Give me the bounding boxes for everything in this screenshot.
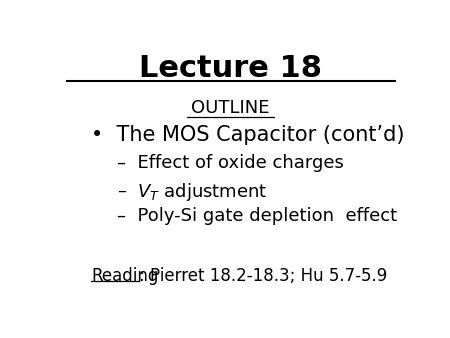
Text: •  The MOS Capacitor (cont’d): • The MOS Capacitor (cont’d) (91, 125, 405, 145)
Text: –  $V_T$ adjustment: – $V_T$ adjustment (117, 180, 268, 202)
Text: –  Effect of oxide charges: – Effect of oxide charges (117, 154, 344, 172)
Text: Lecture 18: Lecture 18 (139, 54, 322, 82)
Text: : Pierret 18.2-18.3; Hu 5.7-5.9: : Pierret 18.2-18.3; Hu 5.7-5.9 (139, 267, 387, 285)
Text: –  Poly-Si gate depletion  effect: – Poly-Si gate depletion effect (117, 207, 397, 225)
Text: Reading: Reading (91, 267, 158, 285)
Text: OUTLINE: OUTLINE (191, 99, 270, 117)
